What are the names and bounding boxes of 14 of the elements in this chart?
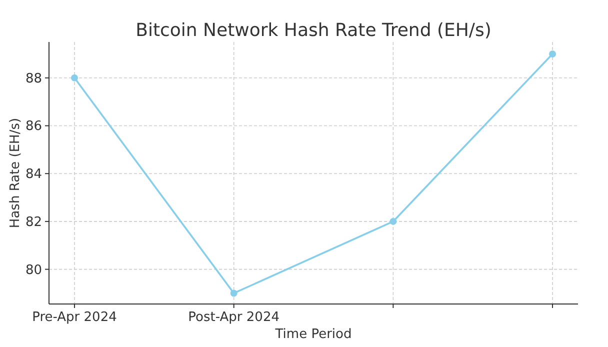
point — [390, 218, 397, 225]
y-tick-label: 84 — [25, 167, 42, 182]
point — [230, 290, 238, 297]
point — [70, 74, 78, 82]
chart-title: Bitcoin Network Hash Rate Trend (EH/s) — [136, 20, 492, 41]
x-axis-title: Time Period — [274, 327, 352, 342]
y-tick-label: 88 — [25, 71, 42, 86]
x-tick-label: Pre-Apr 2024 — [32, 310, 117, 325]
x-tick-label: Post-Apr 2024 — [188, 310, 280, 325]
y-tick-label: 82 — [25, 214, 42, 230]
point — [549, 50, 556, 58]
y-tick-label: 86 — [25, 119, 42, 134]
y-axis-title: Hash Rate (EH/s) — [8, 118, 23, 228]
y-tick-label: 80 — [25, 262, 42, 278]
